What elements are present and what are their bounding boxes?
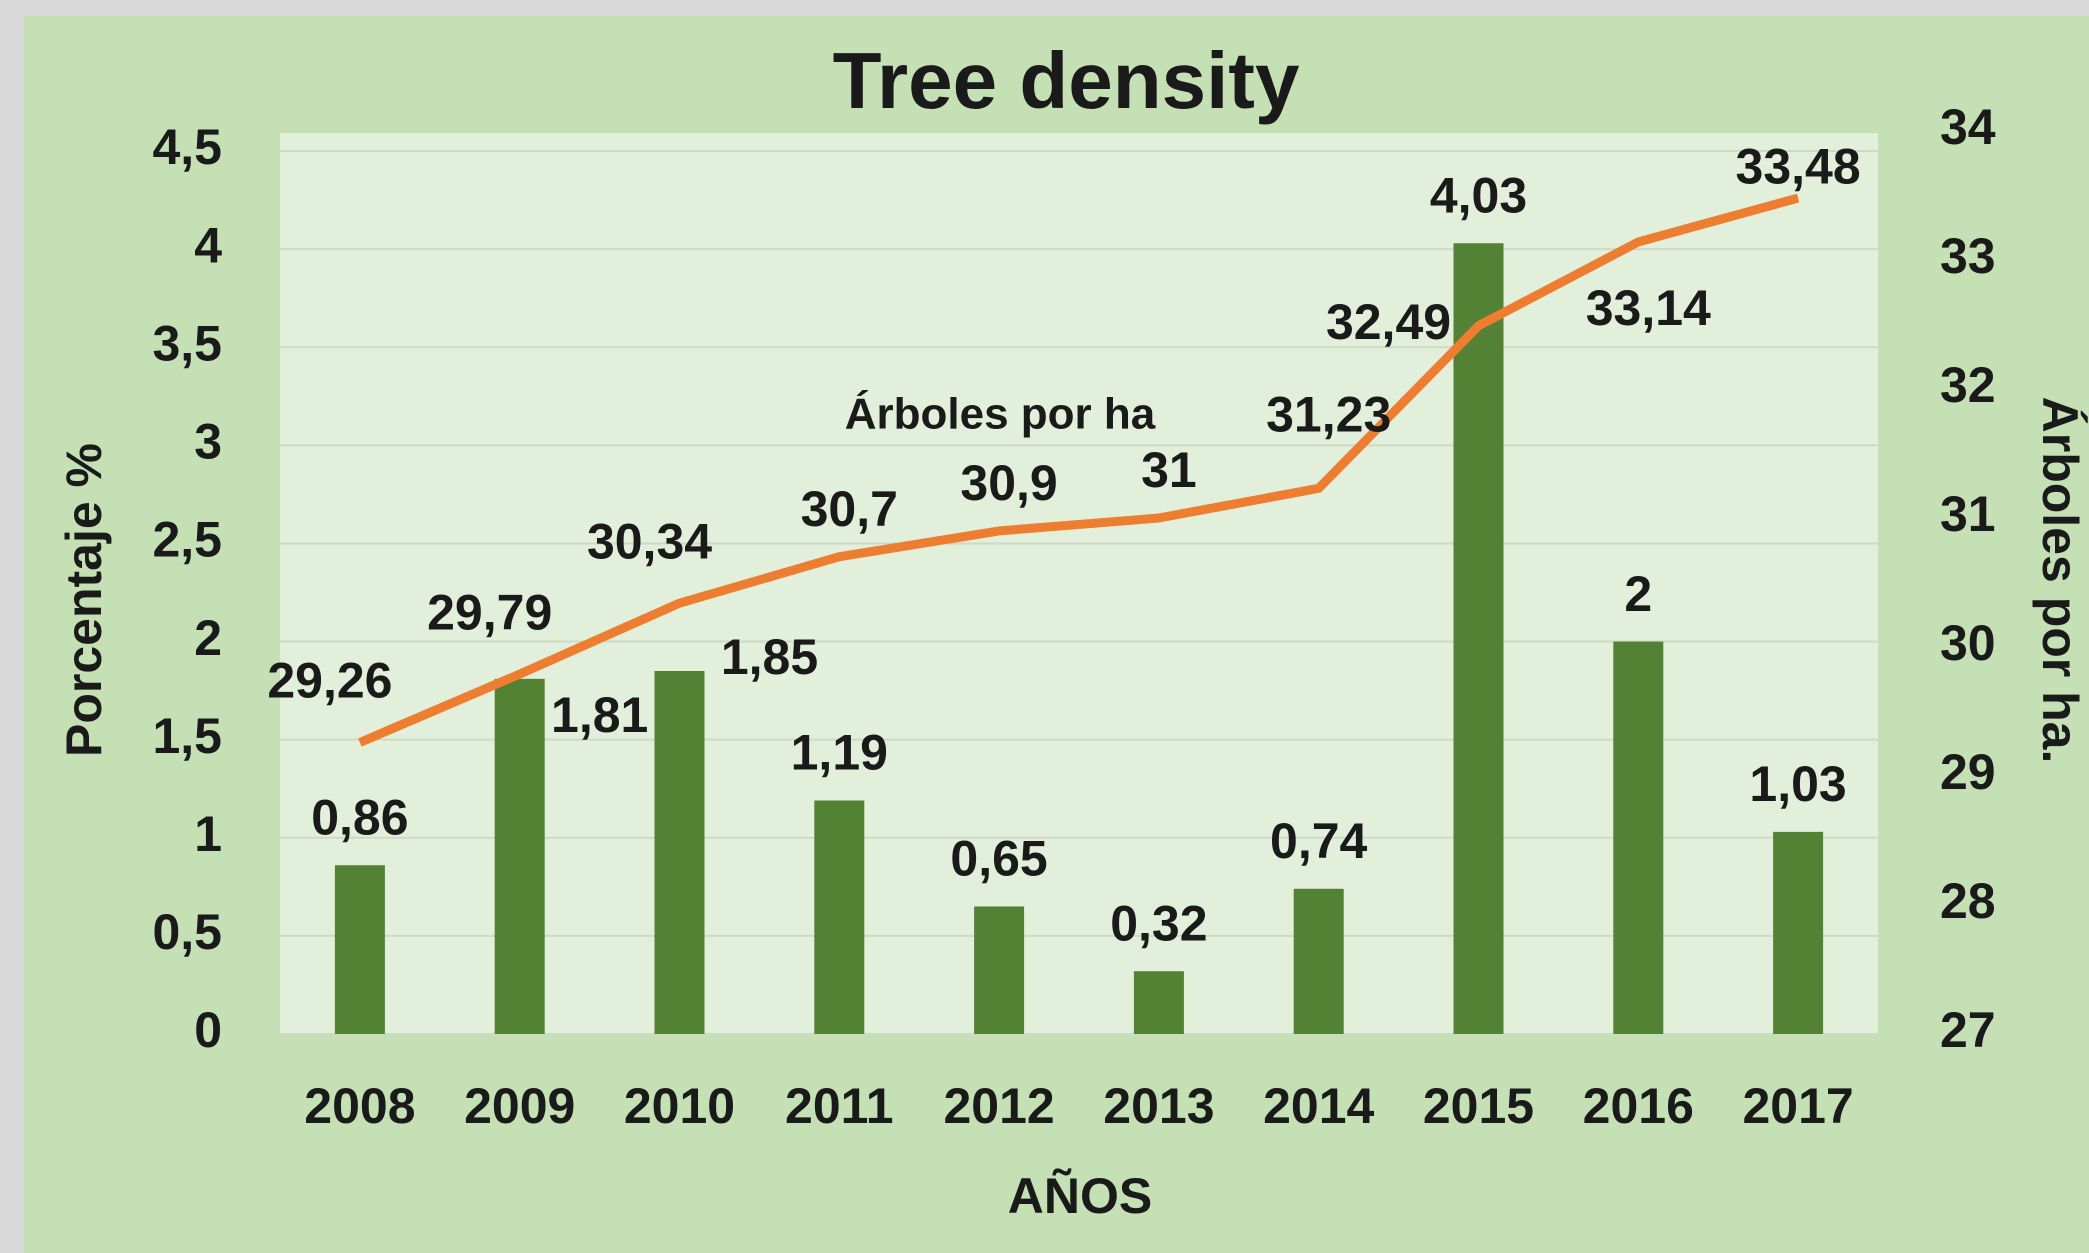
- y2-tick-label: 34: [1940, 99, 1996, 155]
- x-tick-label: 2012: [943, 1078, 1054, 1134]
- data-label: 30,34: [587, 513, 712, 569]
- bar: [814, 800, 865, 1034]
- bar: [1613, 641, 1664, 1034]
- data-label: 29,26: [267, 653, 392, 709]
- y-tick-label: 0,5: [152, 904, 222, 960]
- bar: [1293, 888, 1344, 1034]
- y2-tick-label: 32: [1940, 357, 1996, 413]
- y-tick-label: 3: [194, 414, 222, 470]
- data-label: 33,48: [1736, 138, 1861, 194]
- data-label: 32,49: [1326, 294, 1451, 350]
- line: [358, 193, 1800, 747]
- y-tick-label: 2: [194, 610, 222, 666]
- y2-tick-label: 30: [1940, 615, 1996, 671]
- bar: [334, 865, 385, 1034]
- x-tick-label: 2011: [785, 1078, 893, 1134]
- bar: [494, 678, 545, 1034]
- y2-tick-label: 29: [1940, 744, 1996, 800]
- data-label: 2: [1624, 566, 1652, 622]
- y2-tick-label: 28: [1940, 873, 1996, 929]
- x-tick-label: 2014: [1263, 1078, 1374, 1134]
- bar: [1133, 971, 1184, 1034]
- y-tick-label: 1,5: [152, 708, 222, 764]
- y-tick-label: 2,5: [152, 512, 222, 568]
- x-tick-label: 2016: [1583, 1078, 1694, 1134]
- data-label: 29,79: [427, 584, 552, 640]
- bar: [974, 906, 1025, 1034]
- bar: [1453, 243, 1504, 1035]
- x-tick-label: 2017: [1742, 1078, 1853, 1134]
- y-tick-label: 0: [194, 1002, 222, 1058]
- x-tick-label: 2008: [304, 1078, 415, 1134]
- y-axis-label: Porcentaje %: [56, 443, 112, 757]
- data-label: 0,32: [1110, 895, 1207, 951]
- data-label: 0,74: [1270, 813, 1368, 869]
- data-label: 1,03: [1749, 756, 1846, 812]
- data-label: 1,85: [721, 629, 818, 685]
- x-tick-label: 2015: [1423, 1078, 1534, 1134]
- series-label: Árboles por ha: [845, 389, 1156, 439]
- plot-area: [280, 133, 1878, 1034]
- x-tick-label: 2013: [1103, 1078, 1214, 1134]
- y-tick-label: 1: [194, 806, 222, 862]
- data-label: 30,7: [801, 481, 898, 537]
- data-label: 33,14: [1586, 280, 1711, 336]
- data-label: 0,65: [950, 831, 1047, 887]
- y-tick-label: 3,5: [152, 315, 222, 371]
- y-tick-label: 4,5: [152, 119, 222, 175]
- chart-title: Tree density: [833, 36, 1300, 125]
- x-tick-label: 2010: [624, 1078, 735, 1134]
- y2-tick-label: 33: [1940, 228, 1996, 284]
- data-label: 0,86: [311, 789, 408, 845]
- data-label: 1,81: [551, 687, 648, 743]
- data-label: 31: [1141, 442, 1197, 498]
- y-tick-label: 4: [194, 217, 222, 273]
- data-label: 31,23: [1266, 387, 1391, 443]
- data-label: 1,19: [791, 725, 888, 781]
- y2-axis-label: Árboles por ha.: [2032, 397, 2088, 764]
- x-tick-label: 2009: [464, 1078, 575, 1134]
- bar: [654, 670, 705, 1034]
- bar: [1773, 831, 1824, 1034]
- y2-tick-label: 31: [1940, 486, 1996, 542]
- y2-tick-label: 27: [1940, 1002, 1996, 1058]
- data-label: 30,9: [960, 455, 1057, 511]
- data-label: 4,03: [1430, 167, 1527, 223]
- x-axis-label: AÑOS: [1008, 1168, 1152, 1224]
